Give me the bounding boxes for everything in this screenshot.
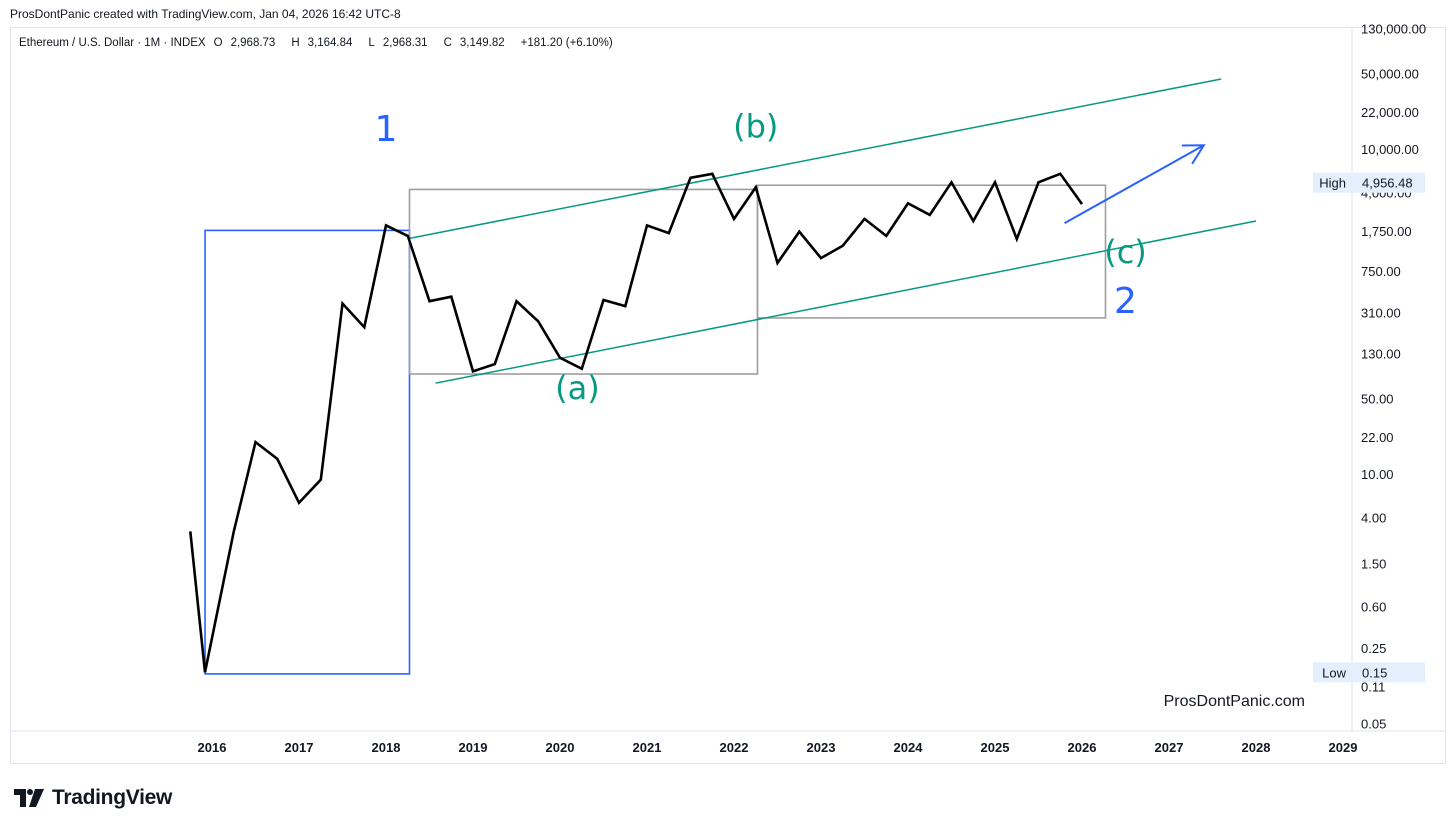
y-tick-label: 130.00 xyxy=(1361,347,1401,362)
price-badge-label: High xyxy=(1319,176,1346,191)
x-tick-label: 2023 xyxy=(807,740,836,755)
wave-label: (a) xyxy=(555,369,600,407)
consolidation-box[interactable] xyxy=(756,184,1107,319)
chart-legend[interactable]: Ethereum / U.S. Dollar · 1M · INDEX O 2,96… xyxy=(19,37,621,49)
price-badge-value: 0.15 xyxy=(1362,665,1387,680)
wave-label: (c) xyxy=(1104,233,1147,271)
price-badge-label: Low xyxy=(1322,665,1346,680)
x-tick-label: 2017 xyxy=(285,740,314,755)
wave-label: 2 xyxy=(1114,281,1137,322)
watermark-text: ProsDontPanic.com xyxy=(1164,693,1305,710)
y-tick-label: 22,000.00 xyxy=(1361,105,1419,120)
y-tick-label: 0.25 xyxy=(1361,641,1386,656)
y-tick-label: 750.00 xyxy=(1361,264,1401,279)
y-tick-label: 10,000.00 xyxy=(1361,142,1419,157)
chart-frame xyxy=(10,27,1446,764)
x-tick-label: 2027 xyxy=(1155,740,1184,755)
y-tick-label: 4.00 xyxy=(1361,510,1386,525)
x-tick-label: 2018 xyxy=(372,740,401,755)
price-badge-label-bg xyxy=(1313,172,1357,193)
x-tick-label: 2028 xyxy=(1242,740,1271,755)
wave-label: (b) xyxy=(733,107,778,145)
price-badge-value-bg xyxy=(1357,172,1425,193)
y-tick-label: 50.00 xyxy=(1361,392,1394,407)
x-tick-label: 2020 xyxy=(546,740,575,755)
x-tick-label: 2019 xyxy=(459,740,488,755)
x-tick-label: 2026 xyxy=(1068,740,1097,755)
symbol-label[interactable]: Ethereum / U.S. Dollar · 1M · INDEX xyxy=(19,37,206,49)
y-tick-label: 1,750.00 xyxy=(1361,224,1412,239)
y-tick-label: 0.11 xyxy=(1361,679,1385,694)
price-badge-label-bg xyxy=(1313,662,1357,683)
price-badge-value-bg xyxy=(1357,662,1425,683)
y-tick-label: 310.00 xyxy=(1361,306,1401,321)
consolidation-box[interactable] xyxy=(408,188,759,375)
open-value: O 2,968.73 xyxy=(213,37,276,49)
tradingview-logo-icon xyxy=(14,789,44,807)
y-tick-label: 1.50 xyxy=(1361,556,1386,571)
channel-lower-line[interactable] xyxy=(435,220,1257,384)
x-tick-label: 2024 xyxy=(894,740,924,755)
arrow-up-line[interactable] xyxy=(1064,144,1205,225)
x-tick-label: 2021 xyxy=(633,740,662,755)
wave-1-box[interactable] xyxy=(204,229,411,675)
price-line[interactable] xyxy=(189,172,1084,673)
x-tick-label: 2016 xyxy=(198,740,227,755)
y-tick-label: 10.00 xyxy=(1361,467,1394,482)
low-value: L 2,968.31 xyxy=(368,37,428,49)
channel-upper-line[interactable] xyxy=(409,78,1222,240)
wave-label: 1 xyxy=(375,109,398,150)
x-tick-label: 2022 xyxy=(720,740,749,755)
high-value: H 3,164.84 xyxy=(291,37,353,49)
tradingview-brand: TradingView xyxy=(52,786,173,809)
arrow-up-icon xyxy=(1181,144,1206,165)
x-tick-label: 2025 xyxy=(981,740,1010,755)
price-badge-value: 4,956.48 xyxy=(1362,176,1413,191)
close-value: C 3,149.82 xyxy=(443,37,505,49)
y-tick-label: 50,000.00 xyxy=(1361,67,1419,82)
y-tick-label: 0.05 xyxy=(1361,717,1386,732)
y-tick-label: 22.00 xyxy=(1361,430,1394,445)
chart-credit: ProsDontPanic created with TradingView.c… xyxy=(10,7,401,21)
tradingview-logo[interactable]: TradingView xyxy=(14,786,172,810)
y-tick-label: 0.60 xyxy=(1361,600,1386,615)
change-value: +181.20 (+6.10%) xyxy=(520,37,613,49)
x-tick-label: 2029 xyxy=(1329,740,1358,755)
y-tick-label: 130,000.00 xyxy=(1361,22,1426,37)
